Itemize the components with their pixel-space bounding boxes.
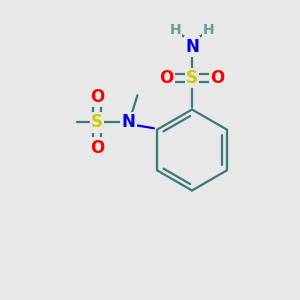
Text: S: S — [186, 69, 198, 87]
Text: N: N — [185, 38, 199, 56]
Text: O: O — [90, 139, 104, 157]
Text: N: N — [122, 113, 135, 131]
Text: O: O — [159, 69, 174, 87]
Text: H: H — [203, 23, 214, 37]
Text: H: H — [170, 23, 181, 37]
Text: O: O — [210, 69, 225, 87]
Text: O: O — [90, 88, 104, 106]
Text: S: S — [91, 113, 103, 131]
